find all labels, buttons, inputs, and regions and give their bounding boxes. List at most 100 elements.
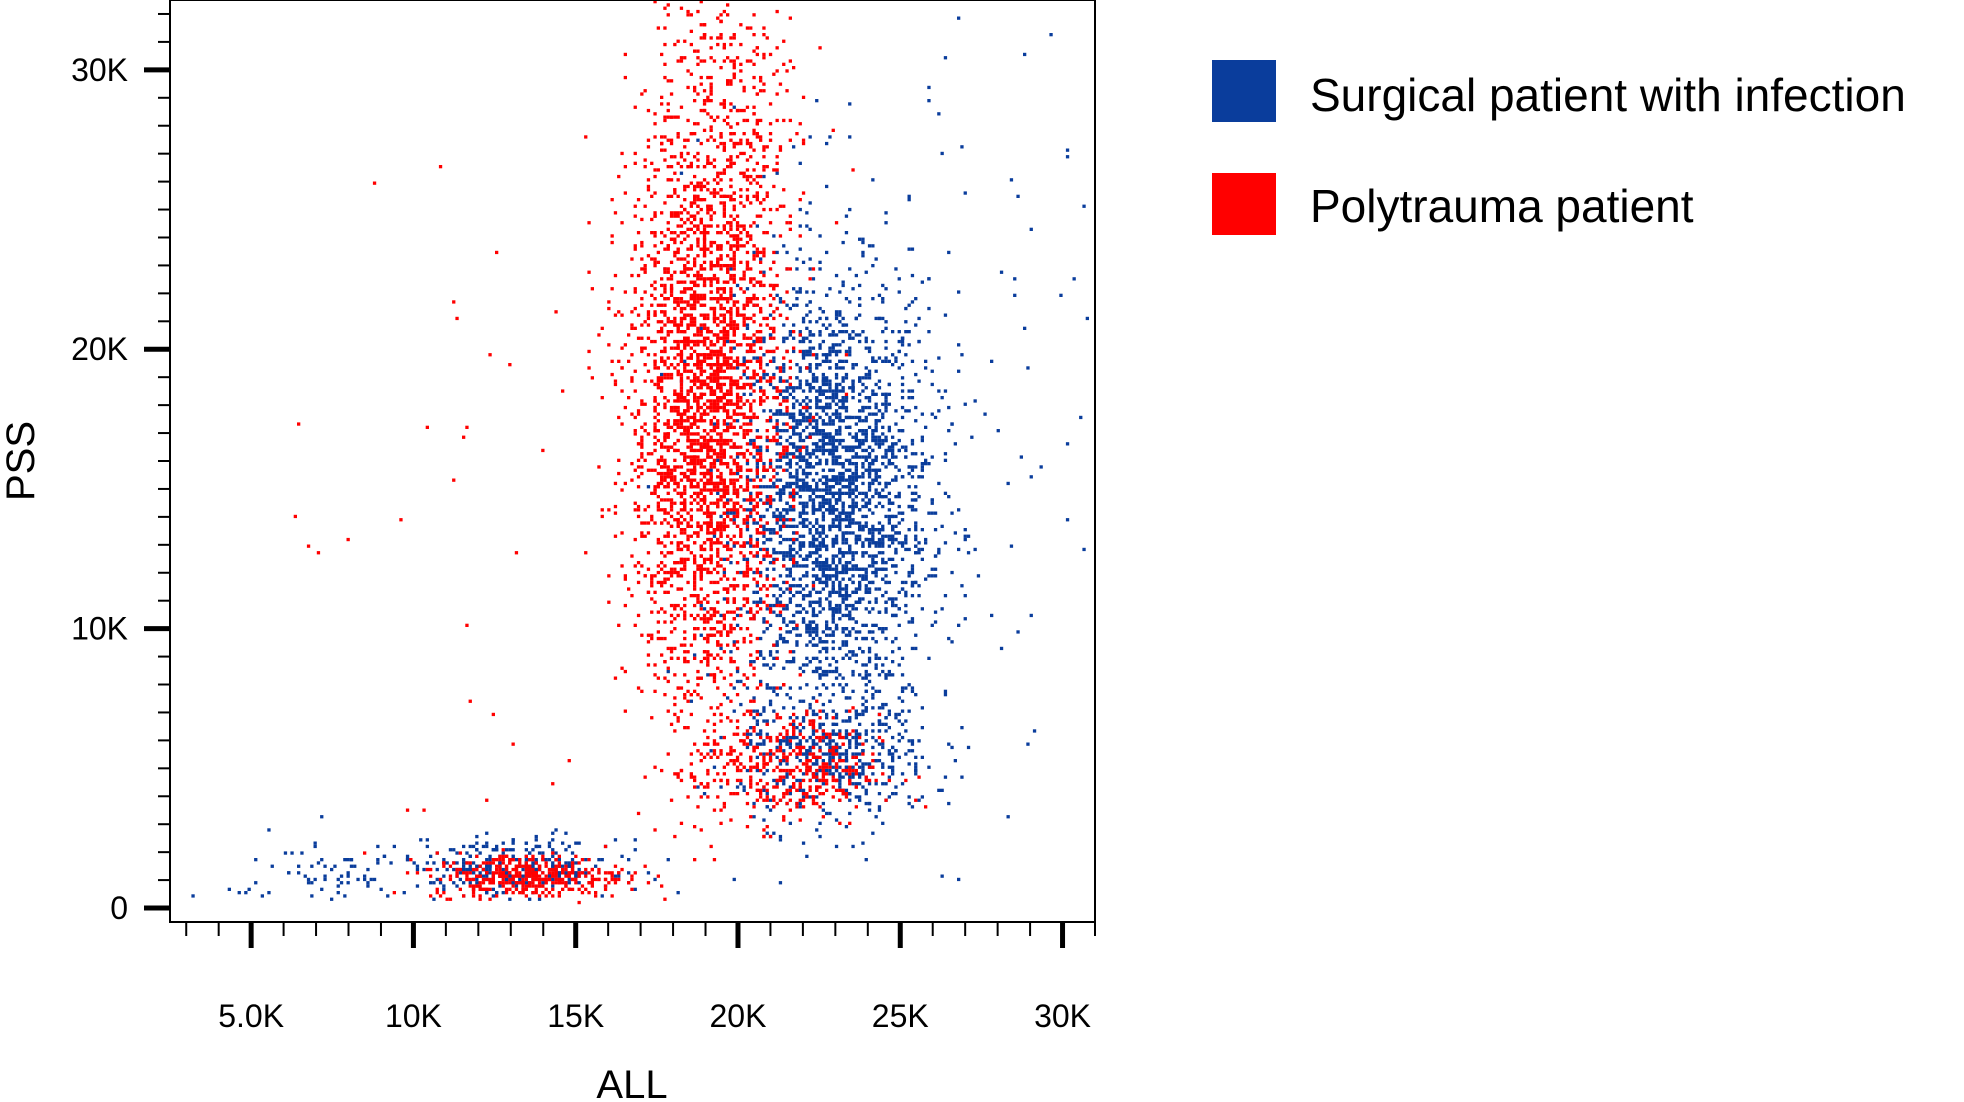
data-point xyxy=(825,422,829,426)
data-point xyxy=(749,409,753,413)
data-point xyxy=(904,686,908,690)
data-point xyxy=(937,389,941,393)
data-point xyxy=(653,673,657,677)
data-point xyxy=(765,485,769,489)
data-point xyxy=(706,448,710,453)
data-point xyxy=(963,617,967,621)
data-point xyxy=(768,798,773,802)
data-point xyxy=(821,531,825,535)
data-point xyxy=(861,471,865,476)
data-point xyxy=(851,481,855,486)
data-point xyxy=(765,448,769,453)
data-point xyxy=(669,567,674,571)
data-point xyxy=(749,508,753,512)
data-point xyxy=(686,415,690,420)
data-point xyxy=(818,564,822,568)
data-point xyxy=(831,567,835,571)
data-point xyxy=(778,742,783,746)
data-point xyxy=(920,412,924,416)
data-point xyxy=(834,412,839,416)
data-point xyxy=(739,534,743,538)
data-point xyxy=(818,386,822,390)
data-point xyxy=(709,386,713,390)
data-point xyxy=(854,455,858,459)
data-point xyxy=(643,534,647,538)
data-point xyxy=(749,280,753,284)
data-point xyxy=(900,415,905,420)
data-point xyxy=(907,528,911,532)
data-point xyxy=(782,491,786,495)
data-point xyxy=(613,874,618,878)
data-point xyxy=(392,844,396,849)
data-point xyxy=(679,297,684,301)
data-point xyxy=(683,419,687,423)
data-point xyxy=(821,379,825,383)
data-point xyxy=(742,673,746,677)
data-point xyxy=(313,844,317,849)
data-point xyxy=(706,432,710,436)
data-point xyxy=(818,432,822,436)
data-point xyxy=(772,485,776,489)
data-point xyxy=(871,524,875,528)
data-point xyxy=(815,389,819,393)
data-point xyxy=(768,699,773,703)
data-point xyxy=(821,567,825,571)
data-point xyxy=(693,656,697,660)
data-point xyxy=(884,438,888,443)
data-point xyxy=(745,105,750,109)
data-point xyxy=(640,402,644,406)
data-point xyxy=(877,491,882,495)
data-point xyxy=(874,488,878,492)
data-point xyxy=(693,201,697,205)
data-point xyxy=(729,627,733,631)
data-point xyxy=(851,448,855,453)
data-point xyxy=(801,339,806,344)
data-point xyxy=(940,788,944,792)
data-point xyxy=(937,547,941,552)
data-point xyxy=(726,610,730,614)
data-point xyxy=(752,699,756,703)
data-point xyxy=(801,336,806,340)
data-point xyxy=(759,118,763,123)
data-point xyxy=(726,158,730,162)
data-point xyxy=(719,808,723,812)
data-point xyxy=(792,429,796,433)
data-point xyxy=(798,290,802,294)
data-point xyxy=(798,541,802,545)
data-point xyxy=(864,683,868,687)
data-point xyxy=(660,636,664,641)
data-point xyxy=(884,435,888,439)
data-point xyxy=(534,834,538,839)
data-point xyxy=(828,389,832,393)
data-point xyxy=(920,755,924,759)
data-point xyxy=(947,429,951,433)
data-point xyxy=(844,349,849,354)
data-point xyxy=(831,333,835,337)
data-point xyxy=(848,491,852,495)
data-point xyxy=(676,300,680,304)
data-point xyxy=(732,544,736,548)
data-point xyxy=(798,438,802,443)
data-point xyxy=(729,363,733,367)
data-point xyxy=(828,485,832,489)
data-point xyxy=(838,518,842,522)
data-point xyxy=(788,587,792,591)
data-point xyxy=(858,475,862,479)
data-point xyxy=(811,442,816,446)
data-point xyxy=(798,287,802,291)
data-point xyxy=(673,320,677,324)
data-point xyxy=(752,389,756,393)
data-point xyxy=(818,405,822,410)
data-point xyxy=(851,435,855,439)
data-point xyxy=(891,613,895,618)
data-point xyxy=(891,330,895,334)
data-point xyxy=(861,432,865,436)
data-point xyxy=(871,745,875,750)
data-point xyxy=(838,313,842,317)
data-point xyxy=(316,861,321,865)
data-point xyxy=(904,330,908,334)
data-point xyxy=(851,673,855,677)
data-point xyxy=(696,396,700,400)
data-point xyxy=(821,640,825,644)
data-point xyxy=(749,316,753,321)
